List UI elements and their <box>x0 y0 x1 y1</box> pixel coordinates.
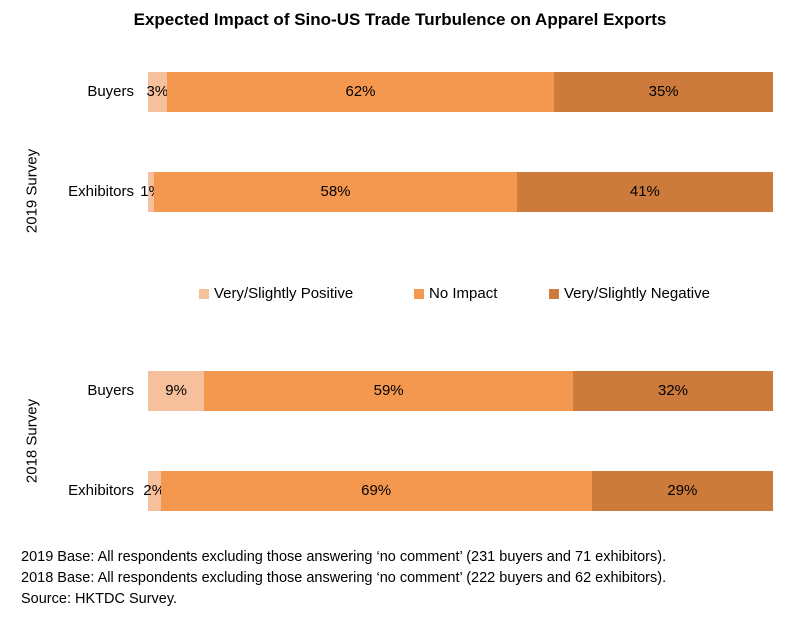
data-label: 35% <box>648 83 679 100</box>
bar-segment <box>204 371 573 411</box>
note-2018-base: 2018 Base: All respondents excluding tho… <box>21 570 667 586</box>
legend-label: No Impact <box>429 285 498 302</box>
data-label: 9% <box>165 382 187 399</box>
bar-segment <box>148 172 155 212</box>
note-source: Source: HKTDC Survey. <box>21 591 178 607</box>
legend-label: Very/Slightly Positive <box>214 285 354 302</box>
bar-segment <box>591 471 773 511</box>
data-label: 69% <box>361 482 392 499</box>
category-label: Exhibitors <box>68 183 134 200</box>
legend-item: No Impact <box>414 285 497 302</box>
data-label: 32% <box>657 382 689 399</box>
category-label: Buyers <box>87 83 134 100</box>
bar-segment <box>148 371 205 411</box>
legend-item: Very/Slightly Positive <box>199 285 353 302</box>
data-label: 3% <box>146 83 169 100</box>
group-label: 2018 Survey <box>23 398 41 484</box>
legend-item: Very/Slightly Negative <box>549 285 710 302</box>
data-label: 62% <box>345 83 376 100</box>
data-label: 59% <box>373 382 404 399</box>
chart-title: Expected Impact of Sino-US Trade Turbule… <box>133 10 667 29</box>
bar-segment <box>516 172 773 212</box>
data-label: 41% <box>629 183 660 200</box>
chart-legend: Very/Slightly Positive No Impact Very/Slig… <box>0 285 800 305</box>
legend-swatch <box>414 288 424 299</box>
data-label: 58% <box>320 183 351 200</box>
bar-segment <box>148 72 167 112</box>
category-label: Buyers <box>87 382 134 399</box>
bar-segment <box>554 72 773 112</box>
bar-segment <box>573 371 773 411</box>
bar-segment <box>160 471 592 511</box>
category-label: Exhibitors <box>68 482 134 499</box>
note-2019-base: 2019 Base: All respondents excluding tho… <box>21 549 667 565</box>
bar-segment <box>154 172 517 212</box>
legend-swatch <box>199 288 209 299</box>
legend-swatch <box>549 288 559 299</box>
legend-label: Very/Slightly Negative <box>564 285 710 302</box>
bar-segment <box>148 471 161 511</box>
data-label: 29% <box>667 482 698 499</box>
data-label: 2% <box>143 482 166 499</box>
bar-segment <box>166 72 555 112</box>
